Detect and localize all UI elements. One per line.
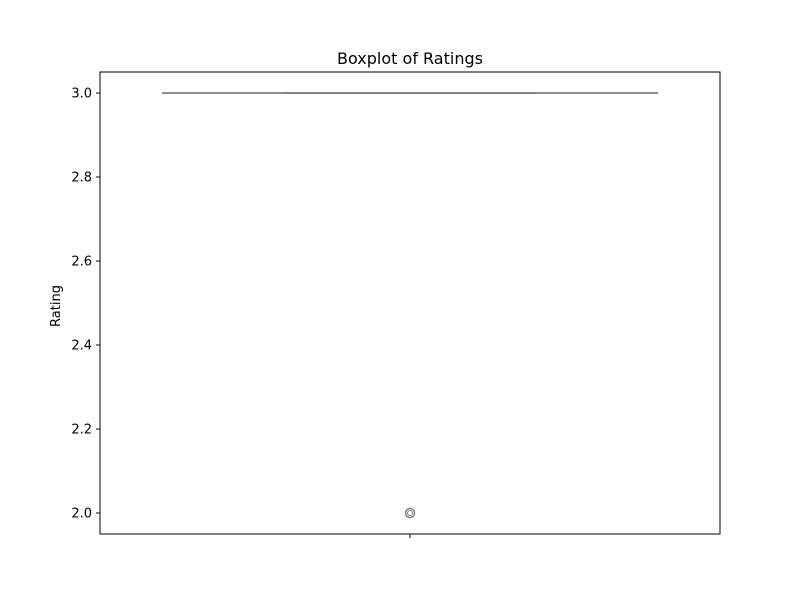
chart-title: Boxplot of Ratings	[337, 49, 483, 68]
y-axis-label: Rating	[49, 285, 64, 327]
y-tick-label: 2.4	[71, 339, 92, 354]
y-tick-label: 2.0	[71, 507, 92, 522]
outlier-point-inner	[407, 510, 413, 516]
y-tick-label: 3.0	[71, 87, 92, 102]
y-tick-label: 2.8	[71, 171, 92, 186]
y-tick-label: 2.6	[71, 255, 92, 270]
outlier-point	[404, 507, 416, 519]
plot-area: 2.0 2.2 2.4 2.6 2.8 3.0	[71, 71, 721, 538]
y-tick-label: 2.2	[71, 423, 92, 438]
